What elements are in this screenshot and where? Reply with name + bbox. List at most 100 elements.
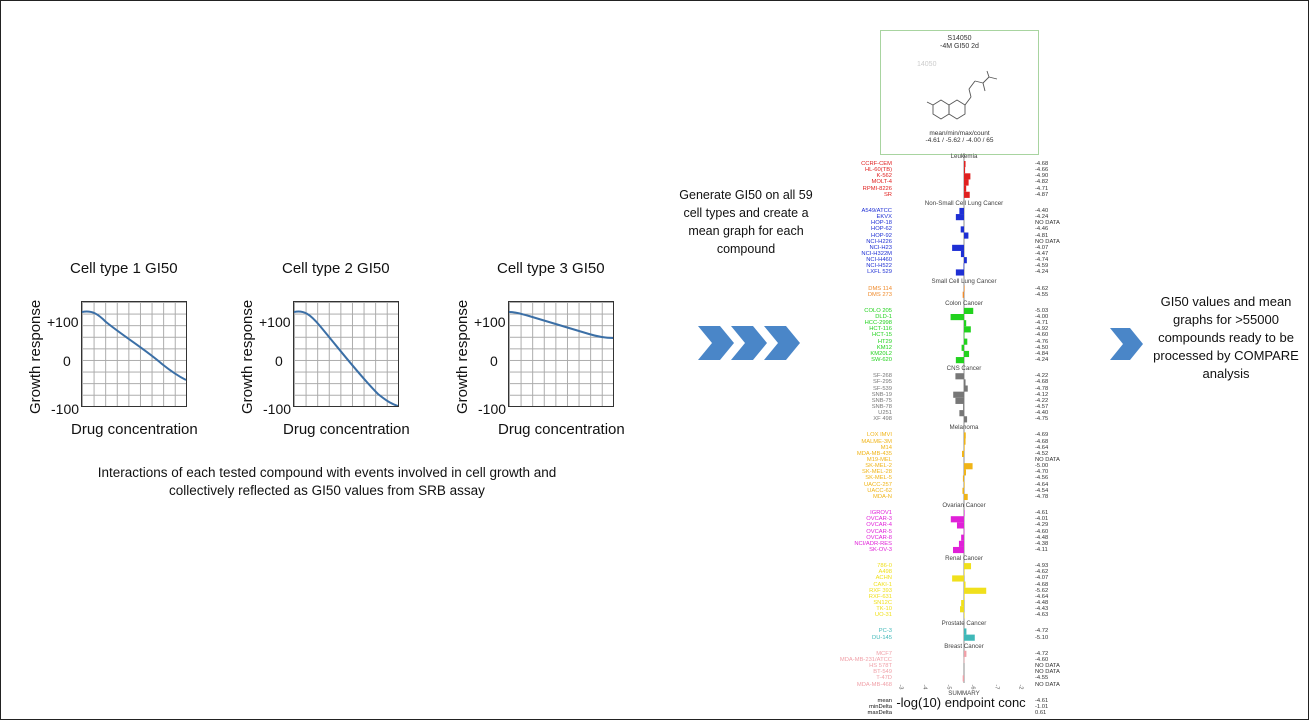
cell-line-value: NO DATA (1035, 457, 1060, 463)
mean-graph-bar (963, 403, 964, 411)
cell-line-value: -4.24 (1035, 269, 1049, 276)
cell-line-value: -4.38 (1035, 540, 1049, 547)
cell-line-name: BT-549 (873, 669, 892, 676)
mean-graph-bar (964, 650, 967, 657)
mean-graph-bar (952, 244, 964, 251)
mean-graph-bar (964, 493, 968, 501)
cell-line-value: -4.24 (1035, 214, 1049, 221)
mean-graph-bar (964, 338, 968, 345)
cell-line-value: -4.75 (1035, 416, 1049, 423)
cell-line-value: -4.93 (1035, 563, 1049, 570)
mean-graph-bar (956, 522, 964, 529)
cell-line-name: maxDelta (867, 709, 892, 716)
panel-label: Ovarian Cancer (942, 502, 986, 510)
cell-line-value: -4.52 (1035, 450, 1049, 457)
cell-line-value: -4.22 (1035, 373, 1049, 380)
cell-line-value: NO DATA (1035, 669, 1060, 676)
assay-caption: Interactions of each tested compound wit… (97, 465, 557, 498)
mean-graph-bar (964, 563, 972, 570)
cell-line-name: MDA-N (873, 493, 892, 500)
mean-graph-bar (964, 581, 966, 588)
cell-line-value: -4.78 (1035, 493, 1049, 500)
cell-line-value: -4.71 (1035, 320, 1049, 327)
mean-graph-bar (963, 656, 965, 664)
mean-graph-bar (964, 510, 965, 517)
panel-grid (508, 301, 614, 407)
cell-line-name: NCI-H322M (861, 250, 892, 257)
mean-graph-bar (961, 600, 964, 607)
cell-line-name: NCI-H460 (866, 257, 892, 264)
panel-title: Cell type 2 GI50 (282, 260, 390, 277)
cell-line-name: HOP-92 (871, 232, 892, 239)
cell-line-name: MDA-MB-468 (856, 681, 892, 688)
cell-line-value: -4.78 (1035, 385, 1049, 392)
cell-line-name: SF-268 (872, 373, 892, 380)
cell-line-value: -4.61 (1035, 697, 1049, 704)
panel-tick-label: 0 (490, 353, 498, 369)
mean-graph-bar (964, 161, 966, 168)
cell-line-name: OVCAR-3 (866, 516, 892, 523)
cell-line-name: U251 (878, 410, 892, 417)
mean-graph-bar (964, 416, 968, 423)
cell-line-name: EKVX (876, 214, 892, 221)
mean-graph-bar (955, 373, 964, 380)
cell-line-name: LXFL 529 (867, 269, 892, 276)
cell-line-value: -4.69 (1035, 432, 1049, 439)
mean-graph-bar (955, 269, 964, 276)
mean-graph-bar (950, 314, 964, 321)
cell-line-name: OVCAR-5 (866, 528, 892, 535)
panel-tick-label: +100 (474, 314, 506, 330)
panel-label: Non-Small Cell Lung Cancer (924, 199, 1004, 207)
mean-graph-bar (964, 612, 965, 619)
mean-graph-bar (964, 257, 967, 264)
cell-line-value: -4.87 (1035, 191, 1049, 198)
cell-line-name: SR (883, 191, 892, 198)
cell-line-name: SK-MEL-2 (865, 463, 892, 470)
panel-label: Leukemia (950, 153, 978, 160)
cell-line-value: -4.74 (1035, 257, 1049, 264)
cell-line-value: -4.11 (1035, 546, 1048, 553)
cell-line-value: -4.54 (1035, 487, 1049, 494)
mean-graph-bar (959, 207, 964, 215)
panel-tick-label: +100 (47, 314, 79, 330)
cell-line-name: SF-539 (872, 385, 892, 392)
mean-graph-bar (964, 469, 966, 476)
cell-line-name: HS 578T (869, 663, 892, 670)
cell-line-name: COLO 205 (864, 307, 892, 314)
mean-graph-bar (964, 438, 966, 445)
cell-line-value: -4.76 (1035, 338, 1049, 345)
cell-line-value: -4.00 (1035, 314, 1049, 320)
cell-line-name: SN12C (873, 600, 892, 606)
cell-line-name: mean (877, 697, 892, 704)
cell-line-value: -4.63 (1035, 612, 1049, 619)
cell-line-value: 0.61 (1035, 709, 1047, 716)
cell-line-value: -4.46 (1035, 226, 1049, 233)
cell-line-name: DU-145 (872, 634, 892, 641)
cell-line-value: -4.68 (1035, 438, 1049, 445)
cell-line-value: NO DATA (1035, 681, 1060, 688)
growth-curve (82, 310, 186, 381)
mean-graph-bar (964, 569, 965, 576)
panel-x-axis-label: Drug concentration (283, 421, 410, 438)
cell-line-value: -5.00 (1035, 463, 1049, 470)
mean-graph-bar (963, 528, 965, 535)
triple-chevron-arrow-icon (698, 326, 800, 360)
cell-line-name: UACC-257 (863, 481, 892, 488)
cell-line-name: NCI-H23 (869, 244, 892, 251)
panel-title: Cell type 1 GI50 (70, 260, 178, 277)
cell-line-name: TK-10 (876, 606, 892, 613)
panel-tick-label: 0 (275, 353, 283, 369)
panel-label: SUMMARY (948, 689, 980, 697)
panel-tick-label: 0 (63, 353, 71, 369)
cell-line-value: -4.57 (1035, 403, 1049, 410)
mean-graph-bar (964, 185, 967, 192)
panel-y-axis-label: Growth response (239, 299, 256, 414)
panel-tick-label: -100 (51, 401, 80, 417)
mean-graph-bar (962, 475, 964, 482)
growth-curve (294, 310, 398, 406)
cell-line-value: -4.70 (1035, 469, 1049, 476)
cell-line-name: K-562 (876, 173, 892, 180)
cell-line-value: -4.29 (1035, 522, 1049, 529)
growth-curve (509, 311, 613, 339)
